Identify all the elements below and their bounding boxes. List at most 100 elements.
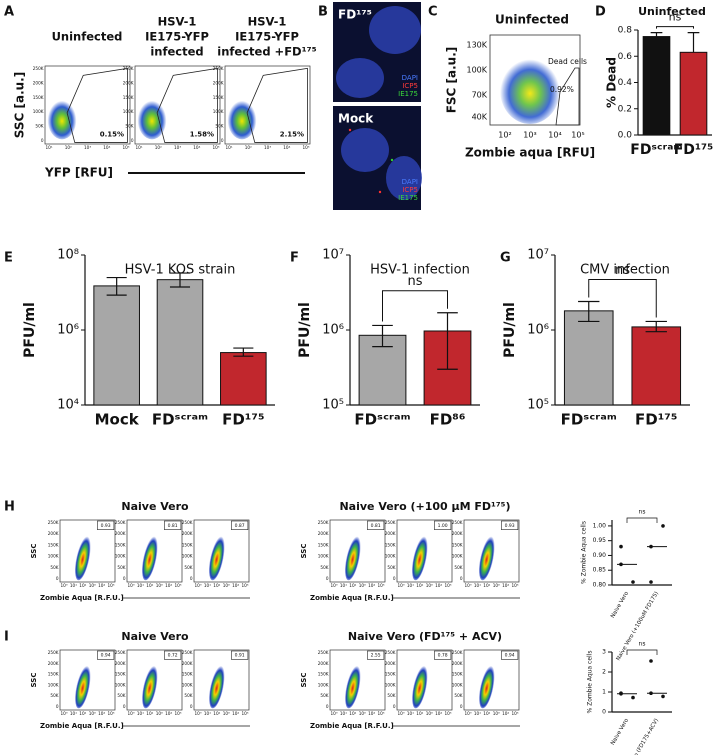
data-point — [649, 659, 653, 663]
gate — [164, 520, 182, 530]
column-title: HSV-1 — [248, 15, 287, 29]
flow-y-tick: 0 — [460, 576, 463, 581]
flow-x-tick: 10³ — [174, 145, 181, 150]
flow-x-tick: 10⁴ — [368, 711, 375, 716]
flow-y-tick: 0 — [123, 704, 126, 709]
flow-x-tick: 10³ — [359, 711, 366, 716]
flow-x-tick: 10⁵ — [302, 145, 309, 150]
flow-y-tick: 50K — [215, 124, 223, 129]
flow-y-tick: 150K — [48, 672, 59, 677]
chart-title: Uninfected — [638, 5, 706, 18]
column-title: IE175-YFP — [145, 30, 209, 44]
significance-bracket — [656, 26, 694, 29]
gate — [156, 67, 218, 143]
significance-bracket — [382, 290, 448, 322]
speck — [378, 190, 382, 194]
cell-population — [345, 663, 362, 709]
error-bar — [233, 347, 254, 357]
flow-x-tick: 10⁵ — [444, 583, 451, 588]
flow-y-tick: 250K — [452, 650, 463, 655]
flow-x-tick: 10⁰ — [330, 583, 337, 588]
y-axis-label: PFU/ml — [502, 302, 518, 358]
flow-y-tick: 250K — [48, 650, 59, 655]
flow-x-tick: 10² — [213, 711, 220, 716]
x-tick-label: FDˢᶜʳᵃᵐ — [561, 411, 617, 429]
flow-y-tick: 0 — [41, 138, 44, 143]
y-axis-label: % Zombie Aqua cells — [587, 651, 594, 714]
flow-y-tick: 100K — [115, 554, 126, 559]
flow-y-tick: 50K — [50, 565, 58, 570]
flow-y-tick: 0 — [460, 704, 463, 709]
flow-x-tick: 10³ — [426, 711, 433, 716]
group-title: Naive Vero — [121, 630, 189, 643]
y-tick-label: 10⁷ — [527, 248, 549, 263]
flow-y-tick: 100K — [33, 109, 44, 114]
flow-y-tick: 200K — [318, 661, 329, 666]
flow-y-tick: 150K — [182, 542, 193, 547]
flow-x-tick: 10³ — [223, 711, 230, 716]
x-tick-label: Naive Vero — [610, 590, 630, 619]
panel-letter: B — [318, 5, 328, 20]
flow-y-tick: 250K — [318, 650, 329, 655]
flow-y-tick: 250K — [385, 520, 396, 525]
flow-x-tick: 10¹ — [70, 583, 77, 588]
flow-y-tick: 0 — [123, 576, 126, 581]
flow-x-tick: 10⁴ — [165, 711, 172, 716]
flow-x-tick: 10² — [79, 583, 86, 588]
error-bar — [437, 312, 458, 370]
flow-x-tick: 10¹ — [137, 583, 144, 588]
flow-x-tick: 10⁵ — [444, 711, 451, 716]
y-tick-label: 0.8 — [618, 26, 633, 36]
flow-x-tick: 10⁵ — [174, 711, 181, 716]
flow-y-tick: 50K — [320, 693, 328, 698]
flow-y-tick: 200K — [48, 661, 59, 666]
flow-y-tick: 200K — [452, 531, 463, 536]
flow-y-tick: 250K — [182, 650, 193, 655]
bar — [679, 51, 708, 136]
bar — [93, 285, 140, 406]
y-tick-label: 0.90 — [593, 552, 607, 559]
y-tick-label: 40K — [472, 113, 488, 122]
flow-y-tick: 200K — [385, 531, 396, 536]
column-title: IE175-YFP — [235, 30, 299, 44]
gate-value: 0.78 — [438, 653, 448, 659]
flow-y-tick: 250K — [48, 520, 59, 525]
panel-letter: H — [4, 500, 15, 515]
gate — [434, 520, 452, 530]
flow-y-tick: 0 — [56, 704, 59, 709]
flow-x-tick: 10⁵ — [511, 583, 518, 588]
significance-label: ns — [639, 641, 646, 648]
cell-population — [75, 663, 92, 709]
flow-x-tick: 10² — [483, 583, 490, 588]
y-tick-label: 70K — [472, 91, 488, 100]
gate — [97, 650, 115, 660]
chart-title: HSV-1 KOS strain — [125, 263, 236, 278]
flow-y-tick: 100K — [452, 554, 463, 559]
flow-x-tick: 10⁵ — [241, 583, 248, 588]
error-bar — [578, 300, 600, 323]
y-tick-label: 10⁵ — [527, 398, 549, 413]
flow-x-tick: 10¹ — [45, 145, 52, 150]
flow-x-tick: 10² — [416, 711, 423, 716]
gate-label: Dead cells — [548, 57, 587, 66]
gate — [501, 520, 519, 530]
flow-y-tick: 150K — [385, 672, 396, 677]
flow-y-tick: 100K — [182, 682, 193, 687]
y-axis-label: PFU/ml — [22, 302, 38, 358]
x-axis-label: Zombie Aqua [R.F.U.] — [310, 722, 394, 730]
stain-legend: IE175 — [398, 90, 418, 98]
flow-y-tick: 150K — [318, 672, 329, 677]
flow-y-tick: 200K — [182, 531, 193, 536]
gate-percent: 0.15% — [100, 131, 124, 139]
gate-value: 0.93 — [101, 523, 111, 529]
flow-y-tick: 50K — [35, 124, 43, 129]
flow-x-tick: 10⁰ — [60, 711, 67, 716]
y-axis-label: FSC [a.u.] — [445, 47, 459, 114]
flow-x-tick: 10⁴ — [368, 583, 375, 588]
flow-y-tick: 100K — [48, 554, 59, 559]
flow-x-tick: 10³ — [89, 583, 96, 588]
y-axis-label: PFU/ml — [297, 302, 313, 358]
flow-y-tick: 50K — [454, 693, 462, 698]
flow-x-tick: 10¹ — [407, 583, 414, 588]
flow-y-tick: 100K — [318, 682, 329, 687]
